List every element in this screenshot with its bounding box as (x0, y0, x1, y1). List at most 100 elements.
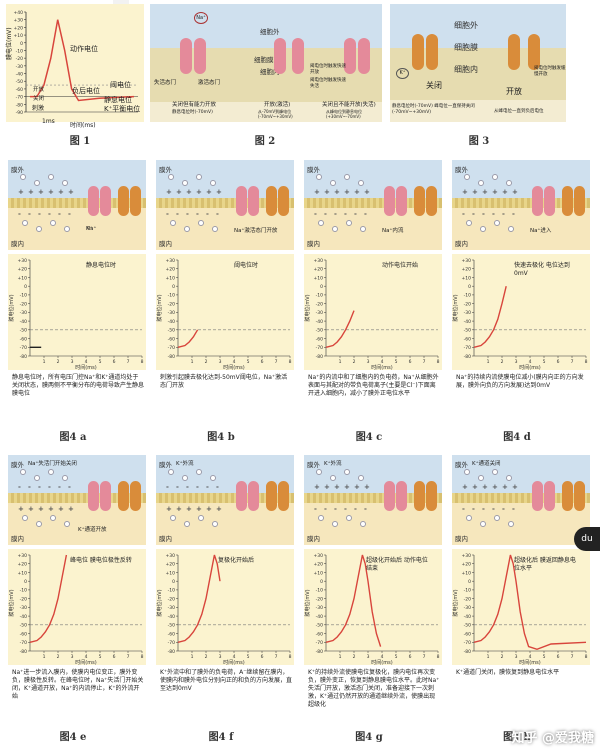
fig4b-charge-inner: - (206, 210, 209, 218)
fig4a-charge-outer: + (18, 188, 24, 196)
fig4g-ytick-label: -40 (316, 614, 323, 620)
fig2-label-threshold-open: 阈电位时触发快速开放 (310, 64, 346, 75)
fig4f-na-channel (248, 481, 259, 511)
fig2-state-2: 开放(激活) (264, 102, 291, 108)
fig4b-ion (184, 226, 190, 232)
fig4g-ytick-label: -20 (316, 596, 323, 602)
fig4f-ylabel: 膜电位(mV) (156, 589, 163, 616)
fig4c-charge-inner: - (324, 210, 327, 218)
fig1-label-ap: 动作电位 (70, 45, 98, 53)
fig4a-chart-panel: +30 +20 +10 0 -10 -20 -30 -40 -50 -60 -70 -80 1 2 3 4 5 6… (8, 254, 146, 370)
fig4a-caption: 图4 a (59, 432, 87, 443)
fig4f-xtick-label: 2 (205, 654, 208, 660)
fig4b-ytick-label: -80 (168, 354, 175, 360)
fig4d-xtick-label: 8 (585, 359, 588, 365)
fig4h-charge-inner: - (462, 505, 465, 513)
fig4g-ion (332, 521, 338, 527)
fig4a-ytick-label: -80 (20, 354, 27, 360)
fig2-channel-closed-b (194, 38, 206, 74)
fig4a-ion-label: Na⁺ (86, 226, 97, 232)
fig4f-ytick-label: -80 (168, 649, 175, 655)
fig4c-ion (332, 226, 338, 232)
fig4f-ion (210, 475, 216, 481)
fig4e-charge-outer: - (38, 483, 41, 491)
fig4c-xtick-label: 2 (353, 359, 356, 365)
fig4b-caption: 图4 b (207, 432, 235, 443)
fig4c-potential-curve (325, 310, 355, 348)
fig4g-xtick-label: 5 (395, 654, 398, 660)
fig4b-na-channel (236, 186, 247, 216)
fig4h-charge-outer: + (492, 483, 498, 491)
fig4e-xtick-label: 6 (113, 654, 116, 660)
fig4b-ion (182, 180, 188, 186)
fig2-caption: 图 2 (254, 136, 276, 147)
fig4g-ylabel: 膜电位(mV) (304, 589, 311, 616)
fig4e-xtick-label: 2 (57, 654, 60, 660)
fig4a-cell-diagram: 膜外 膜内 + - + - + - + - + - + - Na⁺ K⁺ (8, 160, 146, 250)
fig4e-xtick-label: 8 (141, 654, 144, 660)
fig4a-charge-inner: - (58, 210, 61, 218)
fig4e-k-channel (118, 481, 129, 511)
fig4f-xtick-label: 5 (247, 654, 250, 660)
fig4h-ytick-label: -30 (464, 605, 471, 611)
fig4c-ylabel: 膜电位(mV) (304, 294, 311, 321)
fig4a-ion (50, 220, 56, 226)
fig4d-xtick-label: 4 (529, 359, 532, 365)
fig4g-ytick-label: +30 (314, 553, 324, 559)
fig4f-ytick-label: -50 (168, 623, 175, 629)
fig4e-ion (20, 469, 26, 475)
fig4g-k-channel (426, 481, 437, 511)
fig4c-charge-outer: + (314, 188, 320, 196)
fig4h-ylabel: 膜电位(mV) (452, 589, 459, 616)
fig4f-caption: 图4 f (208, 732, 234, 743)
fig4d-xtick-label: 5 (543, 359, 546, 365)
fig4d-ion (480, 226, 486, 232)
fig4d-charge-inner: - (502, 210, 505, 218)
fig4a-charge-inner: - (18, 210, 21, 218)
fig3-note-close: 静息电位时(-70mV) 峰电位一直保持关闭(-70mV~+30mV) (392, 104, 475, 115)
fig4b-ytick-label: -40 (168, 319, 175, 325)
fig4c-na-channel (396, 186, 407, 216)
fig4b-ion (210, 180, 216, 186)
fig4b-ytick-label: -70 (168, 345, 175, 351)
fig4e-charge-outer: - (28, 483, 31, 491)
fig4c-ytick-label: 0 (320, 284, 323, 290)
fig4c-charge-inner: - (344, 210, 347, 218)
fig4h-ytick-label: -80 (464, 649, 471, 655)
fig4e-ytick-label: -80 (20, 649, 27, 655)
fig3-k-channel-closed (412, 34, 424, 70)
fig4g-ion (318, 515, 324, 521)
fig4d-xtick-label: 1 (487, 359, 490, 365)
fig1-ytick-label: 0 (20, 41, 23, 47)
fig4h-ion (478, 475, 484, 481)
fig1-xlabel: 时间(ms) (70, 122, 96, 129)
fig4g-xtick-label: 1 (339, 654, 342, 660)
fig3-k-ion: K⁺ (396, 68, 409, 79)
fig4g-inside-label: 膜内 (307, 535, 320, 543)
fig4d-chart-title: 快速去极化 电位达到0mV (514, 262, 570, 277)
fig4f-chart-panel: +30 +20 +10 0 -10 -20 -30 -40 -50 -60 -70 -80 1 2 3 4 5 6… (156, 549, 294, 665)
fig4h-chart-panel: +30 +20 +10 0 -10 -20 -30 -40 -50 -60 -70 -80 1 2 3 4 5 6… (452, 549, 590, 665)
fig4a-ion (34, 180, 40, 186)
fig4h-ytick-label: -20 (464, 596, 471, 602)
fig4d-charge-outer: + (502, 188, 508, 196)
fig4e-xtick-label: 1 (43, 654, 46, 660)
fig4a-charge-outer: + (58, 188, 64, 196)
fig4d-ytick-label: 0 (468, 284, 471, 290)
fig4c-ytick-label: -70 (316, 345, 323, 351)
fig4a-ytick-label: -10 (20, 293, 27, 299)
du-button[interactable]: du (574, 527, 600, 551)
fig2-channel-open-b (292, 38, 304, 74)
fig4e-xtick-label: 7 (127, 654, 130, 660)
fig3-panel: 细胞外 细胞膜 细胞内 K⁺ 关闭 开放 阈电位时触发缓慢开放 静息电位时(-7… (390, 4, 566, 122)
fig4a-ion (20, 174, 26, 180)
fig4c-xlabel: 时间(ms) (371, 364, 392, 370)
fig4f-ion (198, 515, 204, 521)
fig4a-xtick-label: 4 (85, 359, 88, 365)
fig4g-ion (316, 469, 322, 475)
fig4f-ion (184, 521, 190, 527)
fig4h-charge-outer: + (472, 483, 478, 491)
fig4c-ytick-label: -50 (316, 328, 323, 334)
fig4c-ytick-label: -60 (316, 336, 323, 342)
fig4h-na-channel (544, 481, 555, 511)
